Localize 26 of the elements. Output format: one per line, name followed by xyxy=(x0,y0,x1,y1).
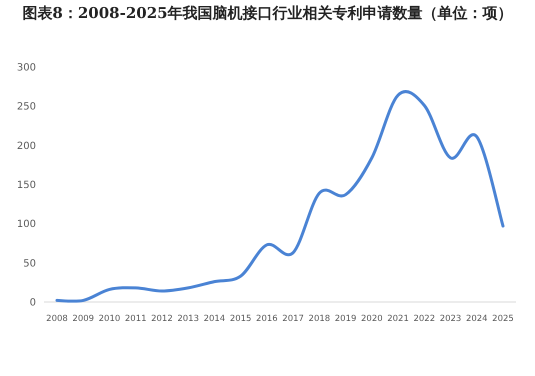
y-tick-label: 250 xyxy=(16,102,36,113)
y-tick-label: 200 xyxy=(16,140,36,152)
x-tick-label: 2024 xyxy=(466,314,488,324)
y-tick-label: 0 xyxy=(30,298,36,308)
chart-title: 图表8：2008-2025年我国脑机接口行业相关专利申请数量（单位：项） xyxy=(21,4,514,23)
x-tick-label: 2023 xyxy=(440,314,462,324)
x-tick-label: 2010 xyxy=(98,314,120,324)
x-tick-label: 2013 xyxy=(177,314,199,324)
x-tick-label: 2016 xyxy=(256,314,278,324)
x-tick-label: 2019 xyxy=(334,314,356,324)
x-tick-label: 2020 xyxy=(361,314,383,324)
x-tick-label: 2011 xyxy=(124,314,147,324)
x-tick-label: 2008 xyxy=(46,314,68,324)
x-tick-label: 2009 xyxy=(72,314,94,324)
y-tick-label: 300 xyxy=(16,62,36,74)
x-tick-label: 2012 xyxy=(151,314,173,324)
x-tick-label: 2022 xyxy=(413,314,436,324)
y-tick-label: 100 xyxy=(16,219,36,230)
y-tick-label: 150 xyxy=(16,180,36,191)
y-tick-label: 50 xyxy=(23,258,36,270)
x-tick-label: 2021 xyxy=(387,314,409,324)
x-tick-label: 2014 xyxy=(204,314,226,324)
x-tick-label: 2015 xyxy=(230,314,252,324)
x-tick-label: 2018 xyxy=(308,314,330,324)
x-tick-label: 2017 xyxy=(282,314,304,324)
x-tick-label: 2025 xyxy=(492,314,514,324)
